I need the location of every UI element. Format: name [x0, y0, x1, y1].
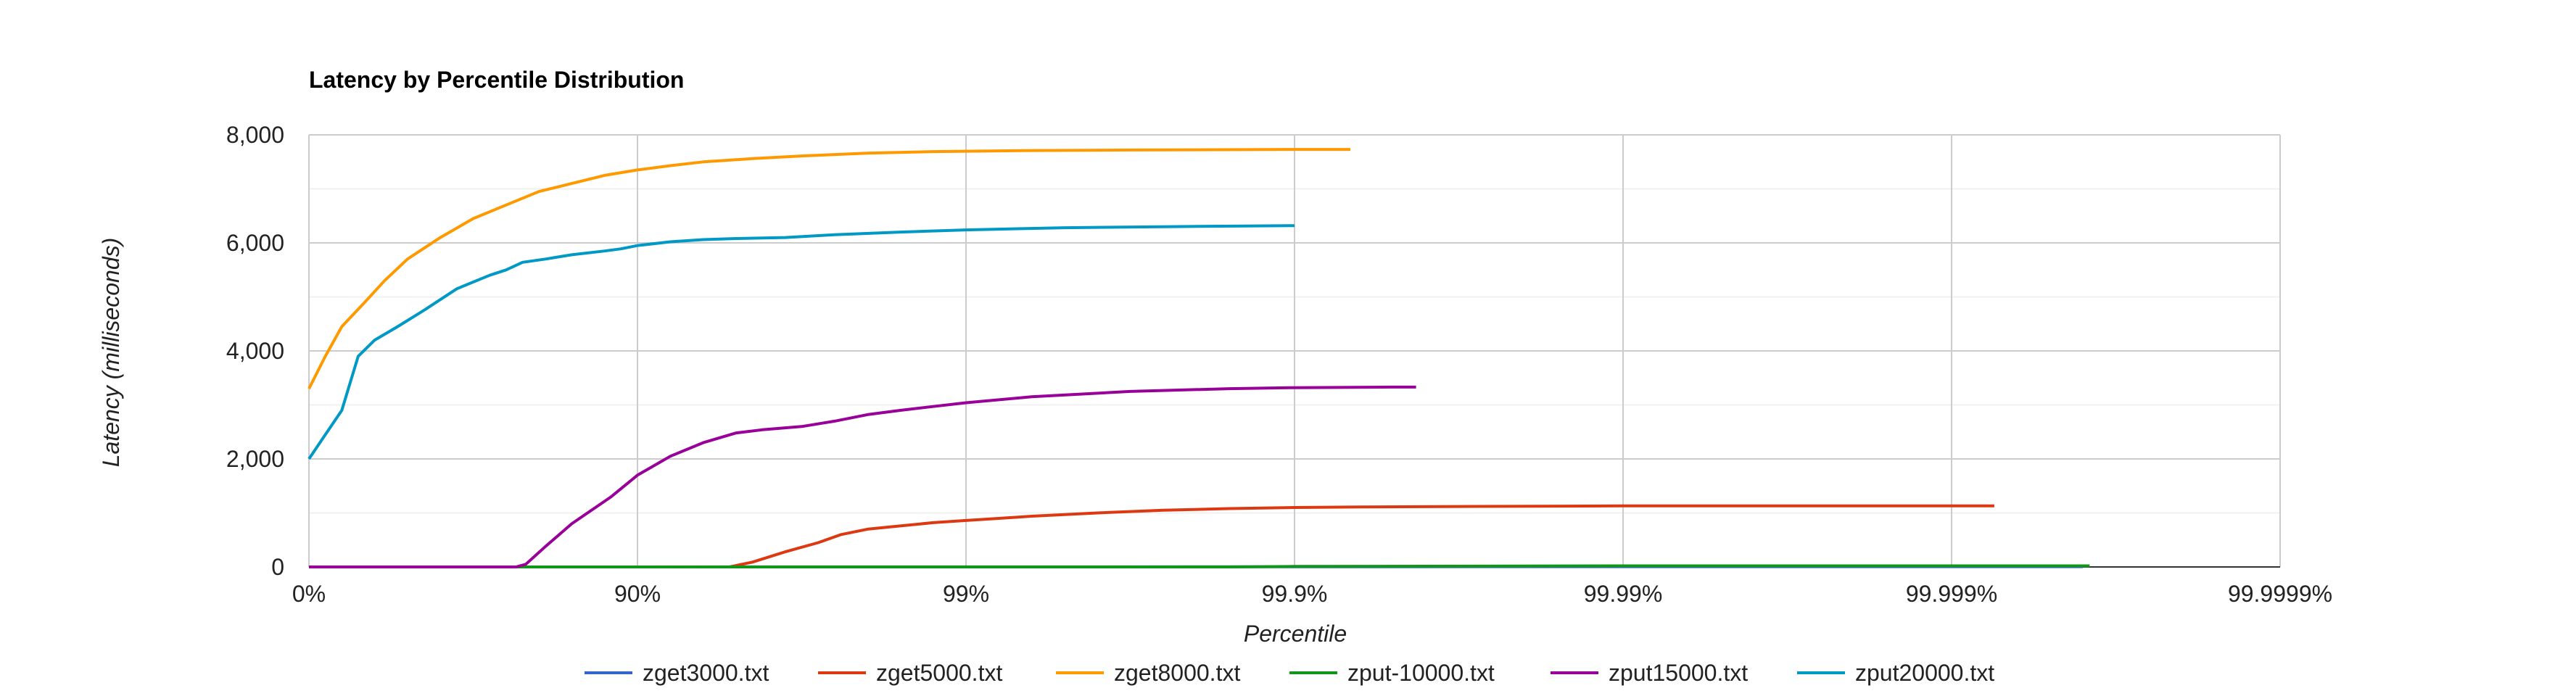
y-tick-label: 2,000: [226, 446, 284, 472]
y-tick-label: 0: [271, 554, 284, 580]
legend-label: zput-10000.txt: [1347, 660, 1495, 686]
x-tick-label: 99.999%: [1906, 581, 1997, 607]
y-axis-ticks: 0 2,000 4,000 6,000 8,000: [226, 122, 284, 580]
legend-item[interactable]: zput20000.txt: [1797, 660, 1994, 686]
x-axis-title: Percentile: [1244, 621, 1347, 647]
legend-item[interactable]: zget8000.txt: [1056, 660, 1240, 686]
x-tick-label: 0%: [292, 581, 326, 607]
legend-label: zput20000.txt: [1855, 660, 1994, 686]
series-line-zput20000-txt[interactable]: [307, 224, 1295, 460]
y-axis-title: Latency (milliseconds): [98, 238, 124, 468]
y-tick-label: 4,000: [226, 338, 284, 364]
x-tick-label: 99.9999%: [2228, 581, 2332, 607]
legend-item[interactable]: zput15000.txt: [1551, 660, 1748, 686]
legend[interactable]: zget3000.txt zget5000.txt zget8000.txt zput…: [585, 660, 1994, 686]
series-line-zget8000-txt[interactable]: [307, 148, 1350, 390]
x-tick-label: 99.99%: [1584, 581, 1663, 607]
y-tick-label: 6,000: [226, 230, 284, 256]
legend-label: zget3000.txt: [643, 660, 769, 686]
x-axis-ticks: 0% 90% 99% 99.9% 99.99% 99.999% 99.9999%: [292, 581, 2332, 607]
x-tick-label: 90%: [614, 581, 661, 607]
series-lines: [307, 148, 2090, 568]
x-tick-label: 99%: [943, 581, 989, 607]
x-tick-label: 99.9%: [1262, 581, 1328, 607]
legend-label: zput15000.txt: [1609, 660, 1748, 686]
series-line-zput15000-txt[interactable]: [309, 385, 1416, 568]
legend-item[interactable]: zget3000.txt: [585, 660, 769, 686]
legend-item[interactable]: zput-10000.txt: [1289, 660, 1495, 686]
legend-item[interactable]: zget5000.txt: [818, 660, 1002, 686]
series-line-zput-10000-txt[interactable]: [309, 564, 2090, 568]
legend-label: zget8000.txt: [1114, 660, 1240, 686]
y-tick-label: 8,000: [226, 122, 284, 148]
chart-title: Latency by Percentile Distribution: [309, 67, 684, 93]
series-line-zget5000-txt[interactable]: [309, 504, 1994, 568]
legend-label: zget5000.txt: [876, 660, 1002, 686]
